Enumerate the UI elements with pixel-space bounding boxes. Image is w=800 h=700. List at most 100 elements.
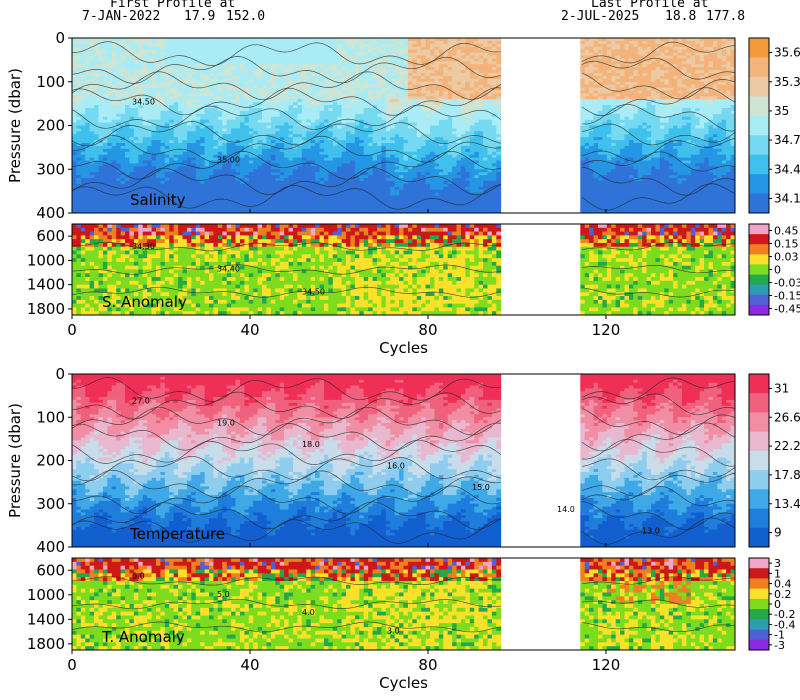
- data-cell: [270, 78, 276, 83]
- data-cell: [425, 116, 431, 121]
- data-cell: [98, 46, 104, 51]
- data-cell: [98, 157, 104, 161]
- data-cell: [80, 96, 86, 100]
- data-cell: [186, 67, 192, 71]
- data-cell: [390, 183, 396, 188]
- data-cell: [270, 55, 276, 59]
- data-cell: [209, 49, 214, 53]
- data-cell: [376, 180, 382, 185]
- data-cell: [332, 105, 338, 109]
- data-cell: [155, 157, 161, 161]
- data-cell: [231, 201, 236, 205]
- data-cell: [323, 81, 329, 86]
- data-cell: [125, 38, 130, 42]
- data-cell: [394, 198, 400, 202]
- data-cell: [178, 67, 183, 71]
- data-cell: [425, 105, 431, 109]
- data-cell: [328, 81, 334, 86]
- data-cell: [363, 183, 369, 188]
- data-cell: [191, 46, 197, 51]
- data-cell: [328, 145, 334, 150]
- data-cell: [288, 64, 294, 68]
- data-cell: [284, 46, 289, 51]
- data-cell: [368, 43, 373, 48]
- data-cell: [425, 128, 431, 132]
- data-cell: [239, 70, 245, 74]
- data-cell: [407, 189, 413, 193]
- data-cell: [222, 180, 228, 185]
- data-cell: [425, 119, 431, 123]
- data-cell: [407, 151, 413, 156]
- data-cell: [425, 163, 431, 167]
- data-cell: [182, 102, 188, 106]
- data-cell: [363, 110, 369, 115]
- data-cell: [239, 157, 245, 161]
- data-cell: [407, 178, 413, 182]
- data-cell: [244, 128, 250, 132]
- data-cell: [209, 73, 214, 77]
- data-cell: [85, 110, 91, 115]
- data-cell: [239, 137, 245, 141]
- data-cell: [279, 99, 285, 103]
- data-cell: [111, 145, 117, 150]
- data-cell: [372, 38, 378, 42]
- data-cell: [231, 172, 236, 176]
- data-cell: [323, 125, 329, 129]
- data-cell: [257, 90, 263, 94]
- data-cell: [102, 113, 108, 118]
- data-cell: [226, 178, 232, 182]
- data-cell: [301, 108, 307, 112]
- data-cell: [164, 90, 170, 94]
- data-cell: [253, 49, 259, 53]
- data-cell: [266, 70, 272, 74]
- data-cell: [200, 49, 205, 53]
- data-cell: [288, 148, 294, 153]
- data-cell: [173, 125, 179, 129]
- data-cell: [138, 64, 144, 68]
- data-cell: [376, 198, 382, 202]
- data-cell: [209, 61, 214, 65]
- data-cell: [209, 122, 214, 126]
- data-cell: [213, 169, 219, 173]
- data-cell: [116, 119, 122, 123]
- data-cell: [160, 64, 166, 68]
- data-cell: [350, 70, 356, 74]
- data-cell: [293, 43, 298, 48]
- data-cell: [178, 99, 183, 103]
- data-cell: [226, 58, 232, 62]
- data-cell: [235, 207, 241, 211]
- data-cell: [160, 49, 166, 53]
- data-cell: [346, 38, 351, 42]
- data-cell: [94, 84, 99, 88]
- last-profile-label: Last Profile at: [591, 0, 708, 11]
- data-cell: [226, 166, 232, 170]
- data-cell: [323, 58, 329, 62]
- data-cell: [147, 108, 152, 112]
- data-cell: [164, 113, 170, 118]
- data-cell: [266, 125, 272, 129]
- data-cell: [244, 96, 250, 100]
- data-cell: [186, 163, 192, 167]
- data-cell: [169, 84, 175, 88]
- data-cell: [231, 67, 236, 71]
- data-cell: [213, 148, 219, 153]
- data-cell: [204, 108, 210, 112]
- data-cell: [72, 81, 77, 86]
- data-cell: [306, 178, 312, 182]
- data-cell: [147, 125, 152, 129]
- data-cell: [262, 116, 267, 121]
- data-cell: [359, 180, 365, 185]
- data-cell: [191, 38, 197, 42]
- data-cell: [222, 67, 228, 71]
- data-cell: [262, 175, 267, 179]
- data-cell: [399, 64, 404, 68]
- data-cell: [164, 183, 170, 188]
- data-cell: [213, 70, 219, 74]
- data-cell: [416, 46, 422, 51]
- data-cell: [160, 96, 166, 100]
- data-cell: [376, 166, 382, 170]
- data-cell: [315, 38, 320, 42]
- data-cell: [102, 46, 108, 51]
- data-cell: [376, 110, 382, 115]
- data-cell: [133, 175, 139, 179]
